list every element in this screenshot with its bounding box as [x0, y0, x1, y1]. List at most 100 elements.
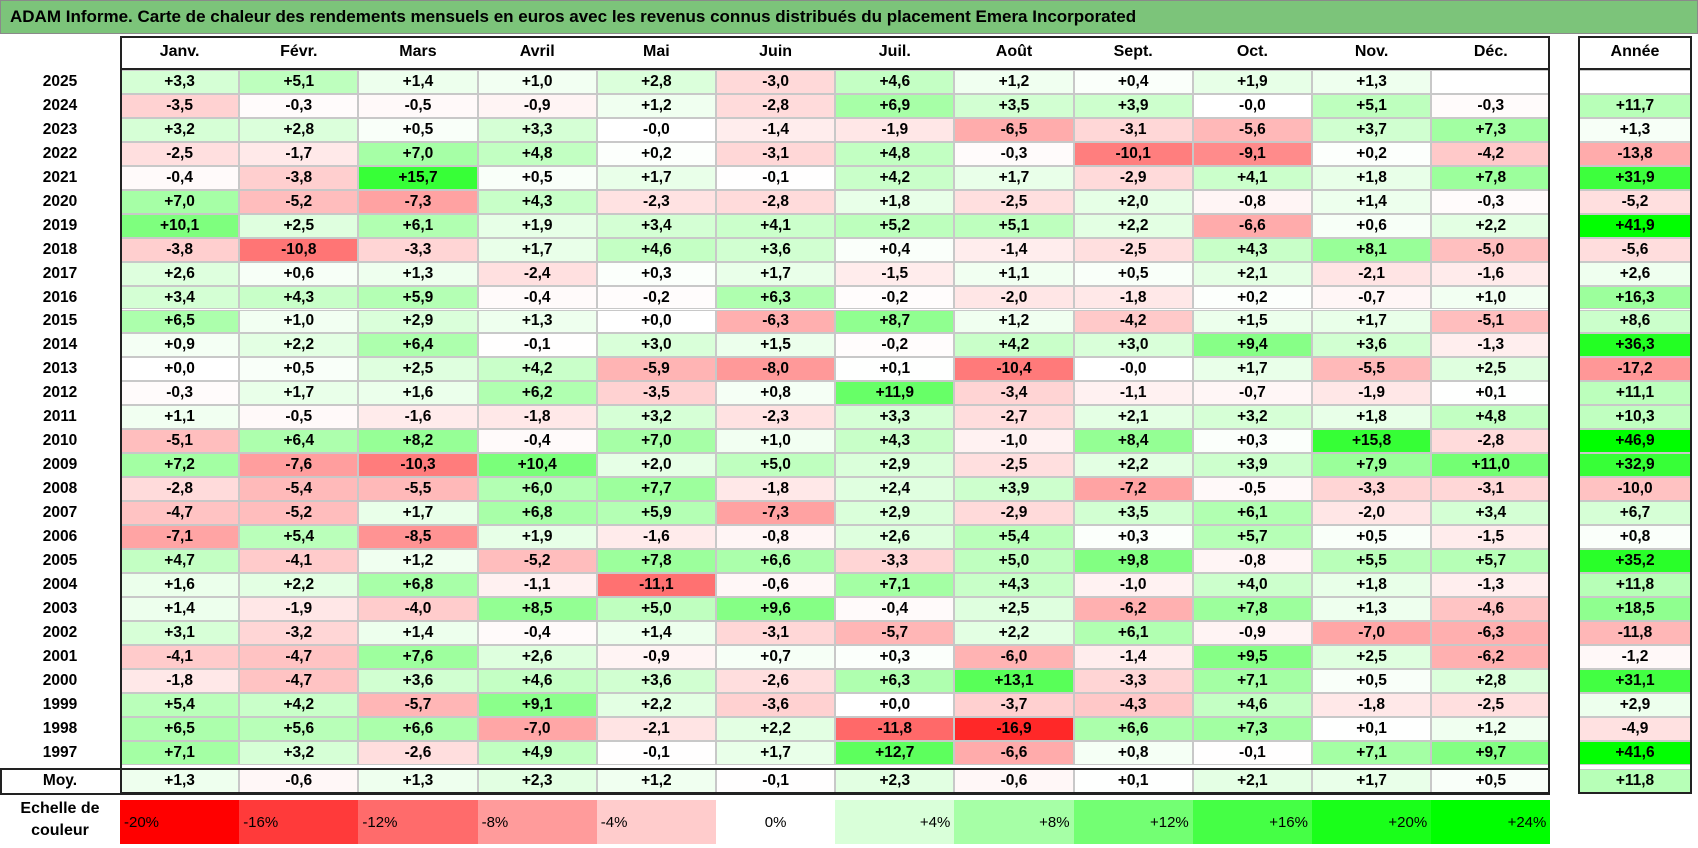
heatmap-cell: +1,0 — [239, 309, 359, 334]
year-label: 2009 — [0, 453, 120, 478]
heatmap-cell: -0,8 — [1192, 549, 1312, 573]
year-label: 2021 — [0, 165, 120, 190]
heatmap-cell: -10,1 — [1073, 141, 1193, 166]
year-total-cell: +46,9 — [1578, 429, 1692, 454]
heatmap-cell: -0,2 — [835, 333, 955, 358]
heatmap-cell: +0,8 — [1073, 740, 1193, 765]
avg-cell: -0,6 — [239, 768, 359, 794]
heatmap-cell: +0,3 — [835, 644, 955, 669]
heatmap-cell: +7,3 — [1431, 117, 1551, 142]
heatmap-cell: -1,1 — [1073, 381, 1193, 406]
heatmap-cell: -1,5 — [835, 261, 955, 286]
heatmap-cell: +4,3 — [1192, 237, 1312, 262]
year-total-cell: +41,9 — [1578, 213, 1692, 238]
heatmap-cell: +1,4 — [1312, 189, 1432, 214]
heatmap-cell: -0,9 — [596, 644, 716, 669]
heatmap-cell: +1,7 — [477, 237, 597, 262]
heatmap-cell: -6,6 — [1192, 213, 1312, 238]
scale-swatch: -20% — [120, 800, 240, 844]
heatmap-cell: +2,2 — [1073, 453, 1193, 478]
heatmap-cell: +3,5 — [1073, 501, 1193, 526]
year-label: 2016 — [0, 285, 120, 310]
heatmap-cell: +3,3 — [477, 117, 597, 142]
heatmap-cell: -0,3 — [954, 141, 1074, 166]
heatmap-cell: -4,2 — [1431, 141, 1551, 166]
heatmap-cell: +0,1 — [1312, 716, 1432, 741]
heatmap-cell: -8,0 — [716, 357, 836, 382]
heatmap-cell: +4,6 — [477, 668, 597, 693]
heatmap-cell: +0,1 — [835, 357, 955, 382]
heatmap-cell: +4,8 — [477, 141, 597, 166]
heatmap-cell: +2,6 — [835, 525, 955, 549]
heatmap-cell: +3,6 — [358, 668, 478, 693]
chart-title: ADAM Informe. Carte de chaleur des rende… — [0, 0, 1698, 34]
heatmap-cell: +0,3 — [1192, 429, 1312, 454]
heatmap-cell: +1,7 — [358, 501, 478, 526]
heatmap-cell: -1,8 — [477, 405, 597, 430]
heatmap-cell: +5,4 — [120, 692, 240, 717]
heatmap-cell: +3,2 — [1192, 405, 1312, 430]
heatmap-cell: +3,6 — [596, 668, 716, 693]
heatmap-cell: +1,7 — [1312, 309, 1432, 334]
heatmap-cell: +7,1 — [835, 572, 955, 597]
heatmap-cell: -0,1 — [477, 333, 597, 358]
heatmap-cell: +3,2 — [596, 405, 716, 430]
scale-swatch: +20% — [1312, 800, 1432, 844]
heatmap-cell: -7,6 — [239, 453, 359, 478]
year-label: 2019 — [0, 213, 120, 238]
heatmap-cell: +7,1 — [120, 740, 240, 765]
heatmap-cell: -0,3 — [1431, 189, 1551, 214]
heatmap-cell: -4,1 — [120, 644, 240, 669]
month-header: Juil. — [835, 36, 955, 70]
month-header: Mars — [358, 36, 478, 70]
heatmap-cell: -2,0 — [1312, 501, 1432, 526]
heatmap-cell: +0,6 — [1312, 213, 1432, 238]
heatmap-cell: -10,8 — [239, 237, 359, 262]
heatmap-cell: +2,8 — [239, 117, 359, 142]
year-label: 2008 — [0, 477, 120, 502]
heatmap-cell: +5,4 — [239, 525, 359, 549]
heatmap-cell: -0,3 — [1431, 93, 1551, 118]
heatmap-cell: +1,7 — [596, 165, 716, 190]
heatmap-cell: +0,5 — [1073, 261, 1193, 286]
heatmap-cell: +7,3 — [1192, 716, 1312, 741]
heatmap-cell: +1,8 — [1312, 405, 1432, 430]
heatmap-cell: +1,6 — [120, 572, 240, 597]
heatmap-cell: -0,3 — [120, 381, 240, 406]
heatmap-cell: +5,6 — [239, 716, 359, 741]
heatmap-cell: +6,5 — [120, 309, 240, 334]
heatmap-cell: +1,1 — [954, 261, 1074, 286]
year-total-cell: +35,2 — [1578, 549, 1692, 573]
year-label: 2015 — [0, 309, 120, 334]
scale-swatch: -4% — [596, 800, 716, 844]
heatmap-cell: -2,5 — [954, 189, 1074, 214]
scale-swatch: -16% — [239, 800, 359, 844]
heatmap-cell: -2,5 — [120, 141, 240, 166]
heatmap-cell: -0,0 — [1192, 93, 1312, 118]
heatmap-cell: +5,7 — [1192, 525, 1312, 549]
heatmap-cell: +3,4 — [596, 213, 716, 238]
heatmap-cell: -2,9 — [954, 501, 1074, 526]
heatmap-cell: -5,0 — [1431, 237, 1551, 262]
heatmap-cell: -2,5 — [954, 453, 1074, 478]
heatmap-cell: +2,1 — [1073, 405, 1193, 430]
year-total-cell: +11,8 — [1578, 572, 1692, 597]
heatmap-cell: -2,6 — [716, 668, 836, 693]
year-total-cell: +18,5 — [1578, 596, 1692, 621]
heatmap-cell: +7,0 — [358, 141, 478, 166]
year-total-cell: +6,7 — [1578, 501, 1692, 526]
heatmap-cell: -6,3 — [1431, 620, 1551, 645]
year-label: 2023 — [0, 117, 120, 142]
heatmap-cell: +1,7 — [716, 261, 836, 286]
heatmap-cell: +2,1 — [1192, 261, 1312, 286]
heatmap-cell: -3,1 — [1073, 117, 1193, 142]
heatmap-cell: +1,4 — [358, 70, 478, 94]
year-total-cell: -11,8 — [1578, 620, 1692, 645]
heatmap-cell: -5,9 — [596, 357, 716, 382]
heatmap-cell: +1,7 — [716, 740, 836, 765]
heatmap-cell: +4,9 — [477, 740, 597, 765]
month-header: Janv. — [120, 36, 240, 70]
heatmap-cell: -4,2 — [1073, 309, 1193, 334]
heatmap-cell: -9,1 — [1192, 141, 1312, 166]
